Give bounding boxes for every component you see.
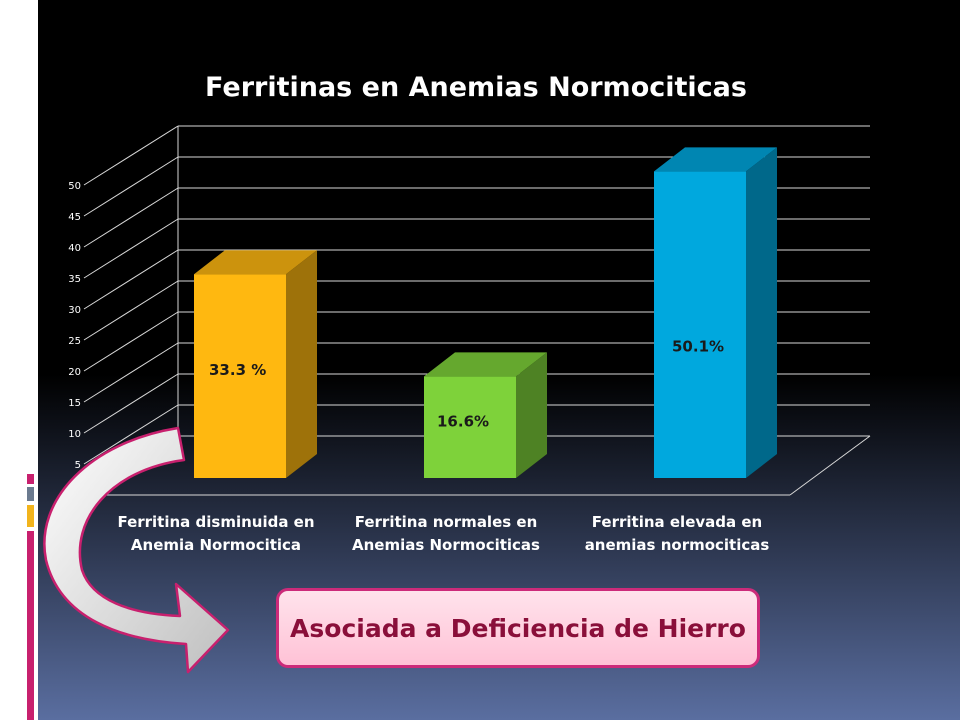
bar-2: 16.6% — [424, 352, 547, 478]
y-tick-label: 50 — [68, 181, 81, 192]
y-tick-label: 40 — [68, 243, 81, 254]
bar-side — [286, 250, 317, 478]
y-tick-label: 25 — [68, 336, 81, 347]
bar-front — [194, 274, 286, 478]
callout-box: Asociada a Deficiencia de Hierro — [276, 588, 760, 668]
y-tick-label: 35 — [68, 274, 81, 285]
bar-data-label: 16.6% — [437, 412, 489, 430]
y-tick-label: 5 — [75, 460, 81, 471]
decoration — [27, 474, 34, 720]
category-label: Ferritina normales en Anemias Normocitica… — [352, 513, 540, 554]
chart-title: Ferritinas en Anemias Normociticas — [205, 72, 747, 103]
bar-3: 50.1% — [654, 147, 777, 478]
y-tick-label: 15 — [68, 398, 81, 409]
category-label: Ferritina disminuida en Anemia Normocitic… — [117, 513, 314, 554]
bar-front — [424, 376, 516, 478]
bar-side — [516, 352, 547, 478]
bars: 33.3 % 16.6% 50.1% — [194, 147, 777, 478]
y-axis-ticks: 5 10 15 20 25 30 35 40 45 50 — [68, 181, 81, 471]
arrow-shape — [43, 426, 230, 674]
callout-text: Asociada a Deficiencia de Hierro — [290, 613, 746, 643]
y-tick-label: 20 — [68, 367, 81, 378]
y-tick-label: 10 — [68, 429, 81, 440]
bar-side — [746, 147, 777, 478]
bar-1: 33.3 % — [194, 250, 317, 478]
bar-data-label: 50.1% — [672, 337, 724, 355]
category-label: Ferritina elevada en anemias normociticas — [585, 513, 770, 554]
bar-top — [194, 250, 317, 275]
y-tick-label: 45 — [68, 212, 81, 223]
curved-arrow — [43, 426, 230, 674]
bar-data-label: 33.3 % — [209, 361, 266, 379]
bar-top — [424, 352, 547, 377]
bar-top — [654, 147, 777, 172]
bar-front — [654, 171, 746, 478]
category-labels: Ferritina disminuida en Anemia Normocitic… — [117, 513, 769, 554]
y-tick-label: 30 — [68, 305, 81, 316]
